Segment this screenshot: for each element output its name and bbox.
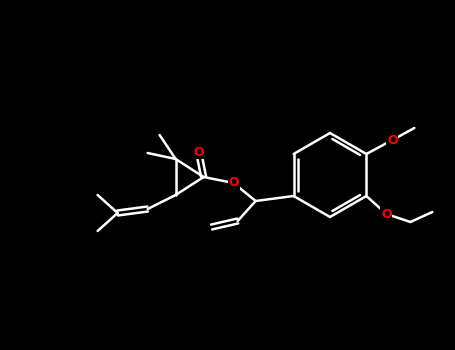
- Text: O: O: [228, 176, 239, 189]
- Text: O: O: [381, 208, 392, 220]
- Text: O: O: [193, 146, 204, 159]
- Text: O: O: [387, 133, 398, 147]
